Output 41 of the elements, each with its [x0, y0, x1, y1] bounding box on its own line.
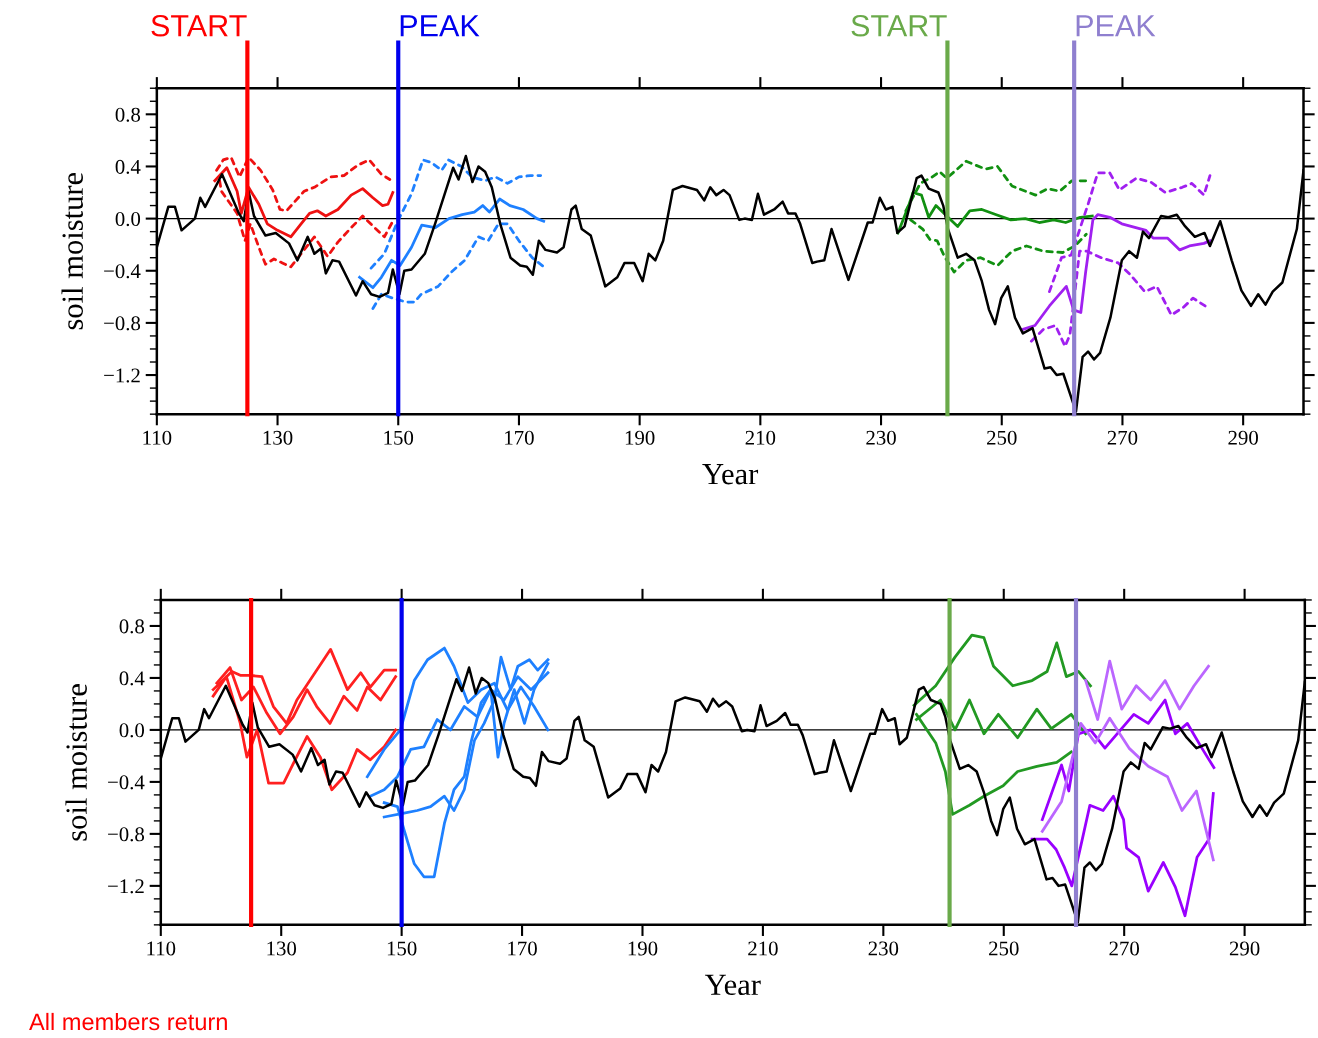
y-tick-label: 0.8 [115, 107, 141, 122]
y-tick-label: −0.8 [104, 316, 141, 331]
y-tick-label: −0.4 [108, 775, 145, 790]
x-tick-label: 170 [505, 430, 534, 445]
y-tick-label: −0.4 [104, 264, 141, 279]
x-tick-label: 210 [745, 430, 776, 445]
y-tick-label: 0.4 [119, 671, 145, 686]
x-tick-label: 170 [508, 941, 537, 956]
x-tick-label: 230 [866, 430, 896, 445]
x-tick-label: 270 [1109, 941, 1140, 956]
x-tick-label: 190 [628, 941, 658, 956]
x-tick-label: 270 [1107, 430, 1138, 445]
y-tick-label: 0.4 [115, 159, 141, 174]
x-tick-label: 250 [989, 941, 1019, 956]
x-tick-label: 110 [147, 941, 176, 956]
x-axis-title: Year [702, 464, 759, 485]
y-tick-label: 0.0 [115, 211, 141, 227]
ref-line-label: PEAK [1076, 15, 1156, 37]
ref-line-label: START [151, 14, 247, 37]
x-tick-label: 290 [1228, 430, 1258, 445]
y-tick-label: −1.2 [108, 879, 144, 894]
y-tick-label: 0.0 [119, 723, 145, 738]
text: All members return [29, 1012, 227, 1031]
ref-line-label: START [851, 14, 947, 37]
x-tick-label: 190 [625, 430, 655, 445]
y-tick-label: −1.2 [104, 368, 140, 383]
x-tick-label: 210 [748, 941, 778, 956]
y-axis-title: soil moisture [61, 172, 83, 330]
x-tick-label: 230 [868, 941, 899, 956]
y-axis-title: soil moisture [65, 684, 87, 841]
y-tick-label: −0.8 [108, 827, 145, 842]
x-tick-label: 130 [267, 941, 297, 956]
y-tick-label: 0.8 [119, 619, 145, 634]
x-tick-label: 130 [263, 430, 293, 445]
x-tick-label: 250 [987, 430, 1017, 445]
x-axis-title: Year [705, 974, 761, 996]
ref-line-label: PEAK [400, 15, 480, 37]
x-tick-label: 110 [143, 430, 172, 445]
x-tick-label: 150 [387, 941, 417, 956]
x-tick-label: 290 [1229, 941, 1260, 956]
x-tick-label: 150 [384, 430, 414, 445]
